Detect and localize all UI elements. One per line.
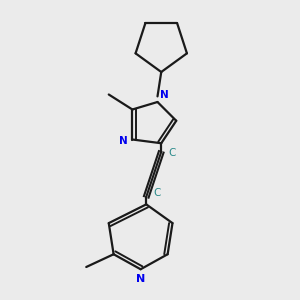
Text: N: N — [160, 91, 169, 100]
Text: N: N — [119, 136, 128, 146]
Text: C: C — [153, 188, 160, 198]
Text: N: N — [136, 274, 145, 284]
Text: C: C — [168, 148, 176, 158]
